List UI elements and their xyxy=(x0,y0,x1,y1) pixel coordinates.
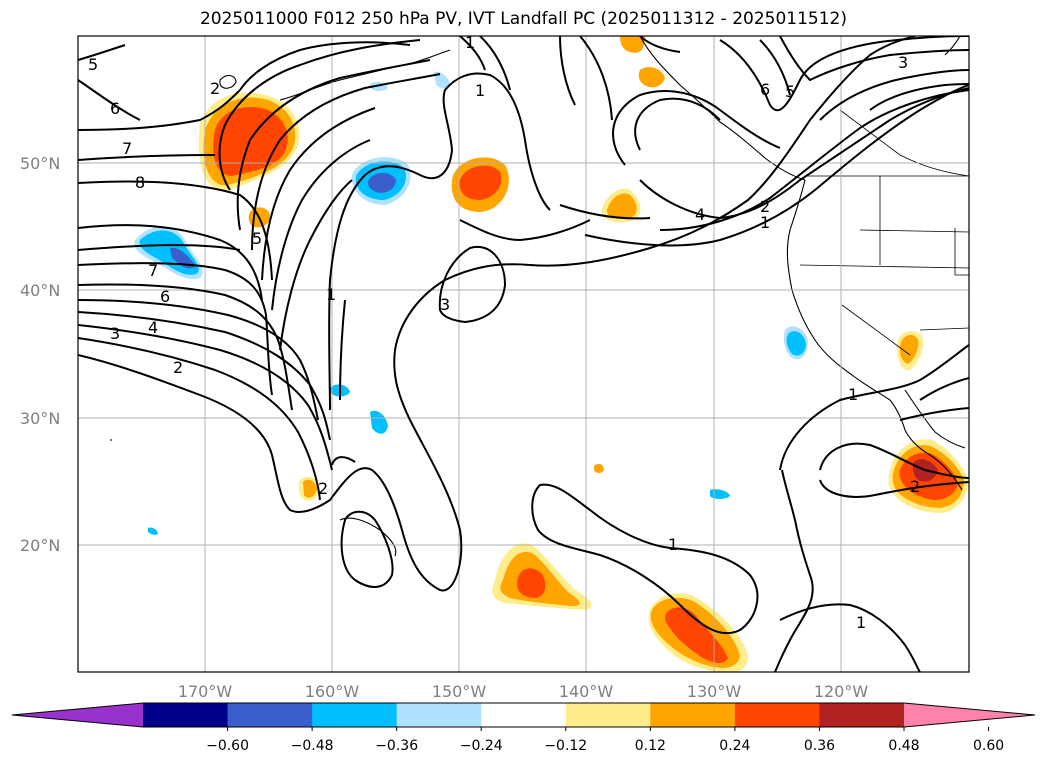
colorbar-segment xyxy=(312,703,398,727)
lon-label: 140°W xyxy=(559,682,614,701)
colorbar-segment xyxy=(227,703,313,727)
ivt-contours xyxy=(78,36,969,672)
contour-label: 5 xyxy=(252,229,262,248)
contour-label: 8 xyxy=(135,173,145,192)
contour-label: 3 xyxy=(898,53,908,72)
colorbar-tick-label: −0.12 xyxy=(544,738,587,754)
lat-label: 40°N xyxy=(20,281,60,300)
colorbar-segment xyxy=(734,703,820,727)
contour-label: 6 xyxy=(760,80,770,99)
colorbar-tick-label: −0.48 xyxy=(291,738,334,754)
colorbar-tick-label: 0.60 xyxy=(973,738,1004,754)
colorbar-segment xyxy=(396,703,482,727)
colorbar-segment xyxy=(565,703,651,727)
lat-label: 20°N xyxy=(20,536,60,555)
map-frame xyxy=(77,35,970,673)
lat-label: 30°N xyxy=(20,409,60,428)
contour-label: 2 xyxy=(210,79,220,98)
colorbar-extend-high xyxy=(904,703,1035,727)
contour-label: 5 xyxy=(785,82,795,101)
colorbar-tick-label: −0.24 xyxy=(460,738,503,754)
figure-title: 2025011000 F012 250 hPa PV, IVT Landfall… xyxy=(199,9,847,29)
colorbar: −0.60 −0.48 −0.36 −0.24 −0.12 0.12 0.24 0.36 0.4… xyxy=(11,702,1036,754)
contour-label: 3 xyxy=(440,295,450,314)
pv-shading xyxy=(134,36,969,672)
colorbar-tick-label: −0.36 xyxy=(375,738,418,754)
colorbar-extend-low xyxy=(12,703,143,727)
contour-label: 2 xyxy=(318,479,328,498)
contour-label: 1 xyxy=(760,213,770,232)
lon-label: 120°W xyxy=(814,682,869,701)
contour-label: 3 xyxy=(110,324,120,343)
contour-label: 7 xyxy=(148,261,158,280)
contour-label: 5 xyxy=(88,55,98,74)
contour-label: 2 xyxy=(173,358,183,377)
colorbar-segment xyxy=(481,703,567,727)
latitude-labels: 50°N 40°N 30°N 20°N xyxy=(20,154,60,555)
colorbar-tick-label: 0.24 xyxy=(719,738,750,754)
contour-label: 1 xyxy=(668,535,678,554)
contour-label: 7 xyxy=(122,139,132,158)
colorbar-tick-label: −0.60 xyxy=(206,738,249,754)
colorbar-segment xyxy=(819,703,905,727)
longitude-labels: 170°W 160°W 150°W 140°W 130°W 120°W xyxy=(178,682,869,701)
contour-label: 1 xyxy=(475,81,485,100)
contour-label: 6 xyxy=(160,287,170,306)
colorbar-outline xyxy=(11,702,1036,728)
lat-label: 50°N xyxy=(20,154,60,173)
contour-label: 6 xyxy=(110,99,120,118)
colorbar-segment xyxy=(650,703,736,727)
lon-label: 150°W xyxy=(432,682,487,701)
lon-label: 170°W xyxy=(178,682,233,701)
contour-label: 4 xyxy=(148,318,158,337)
contour-label: 1 xyxy=(465,33,475,52)
contour-label: 2 xyxy=(760,197,770,216)
contour-label: 2 xyxy=(910,477,920,496)
contour-label: 1 xyxy=(856,613,866,632)
contour-label: 1 xyxy=(326,285,336,304)
colorbar-tick-label: 0.36 xyxy=(804,738,835,754)
colorbar-tick-label: 0.12 xyxy=(635,738,666,754)
colorbar-tick-label: 0.48 xyxy=(888,738,919,754)
contour-label: 4 xyxy=(695,205,705,224)
contour-labels: 5 6 7 8 5 7 6 4 3 2 1 1 3 2 1 6 5 3 4 2 … xyxy=(88,33,920,632)
colorbar-segment xyxy=(143,703,229,727)
lon-label: 130°W xyxy=(687,682,742,701)
lon-label: 160°W xyxy=(305,682,360,701)
contour-label: 1 xyxy=(848,385,858,404)
